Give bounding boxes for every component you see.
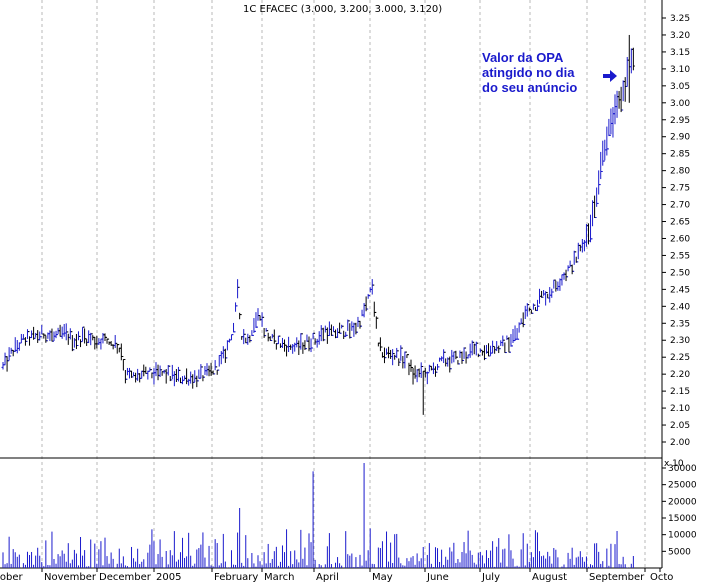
volume-tick-label: 5000 <box>668 547 691 557</box>
price-tick-label: 2.95 <box>670 116 690 126</box>
month-label: March <box>264 572 294 582</box>
volume-axis-ticks: 30000 25000 20000 15000 10000 5000 <box>662 464 697 557</box>
price-tick-label: 2.75 <box>670 184 690 194</box>
price-tick-label: 2.55 <box>670 251 690 261</box>
price-tick-label: 2.30 <box>670 336 690 346</box>
month-label: June <box>426 572 449 582</box>
price-axis-ticks: 3.25 3.20 3.15 3.10 3.05 3.00 2.95 2.90 2.85 2.80… <box>662 14 690 448</box>
price-bar <box>631 47 635 71</box>
month-label: December <box>99 572 152 582</box>
volume-tick-label: 10000 <box>668 531 697 541</box>
arrow-right-icon <box>603 70 617 82</box>
price-tick-label: 2.20 <box>670 370 690 380</box>
price-tick-label: 2.50 <box>670 268 690 278</box>
price-tick-label: 3.05 <box>670 82 690 92</box>
price-tick-label: 2.00 <box>670 438 690 448</box>
month-label: 2005 <box>156 572 181 582</box>
price-tick-label: 3.00 <box>670 99 690 109</box>
price-bars <box>1 34 635 415</box>
month-label: Octo <box>650 572 673 582</box>
vertical-gridlines <box>41 0 646 568</box>
month-label: February <box>214 572 258 582</box>
price-tick-label: 2.45 <box>670 285 690 295</box>
price-tick-label: 3.15 <box>670 48 690 58</box>
volume-tick-label: 25000 <box>668 481 697 491</box>
price-tick-label: 2.25 <box>670 353 690 363</box>
month-label: May <box>372 572 393 582</box>
price-tick-label: 2.80 <box>670 167 690 177</box>
month-label: April <box>316 572 339 582</box>
chart-title: 1C EFACEC (3.000, 3.200, 3.000, 3.120) <box>243 4 442 15</box>
annotation-line-1: Valor da OPA <box>482 50 564 65</box>
volume-unit-label: x 10 <box>664 459 684 469</box>
month-label: August <box>532 572 567 582</box>
month-label: September <box>589 572 645 582</box>
price-tick-label: 3.20 <box>670 31 690 41</box>
annotation-line-3: do seu anúncio <box>482 80 577 95</box>
price-tick-label: 2.05 <box>670 421 690 431</box>
price-tick-label: 2.10 <box>670 404 690 414</box>
month-label: tober <box>0 572 24 582</box>
volume-tick-label: 30000 <box>668 464 697 474</box>
price-tick-label: 3.25 <box>670 14 690 24</box>
price-tick-label: 2.60 <box>670 234 690 244</box>
price-tick-label: 3.10 <box>670 65 690 75</box>
price-tick-label: 2.70 <box>670 201 690 211</box>
month-label: July <box>481 572 500 582</box>
price-tick-label: 2.65 <box>670 218 690 228</box>
volume-tick-label: 20000 <box>668 497 697 507</box>
volume-bars <box>2 463 634 568</box>
price-tick-label: 2.40 <box>670 302 690 312</box>
price-tick-label: 2.90 <box>670 133 690 143</box>
annotation-line-2: atingido no dia <box>482 65 575 80</box>
price-tick-label: 2.85 <box>670 150 690 160</box>
price-tick-label: 2.15 <box>670 387 690 397</box>
annotation-note: Valor da OPA atingido no dia do seu anún… <box>482 50 617 95</box>
price-tick-label: 2.35 <box>670 319 690 329</box>
volume-tick-label: 15000 <box>668 514 697 524</box>
month-label: November <box>44 572 97 582</box>
